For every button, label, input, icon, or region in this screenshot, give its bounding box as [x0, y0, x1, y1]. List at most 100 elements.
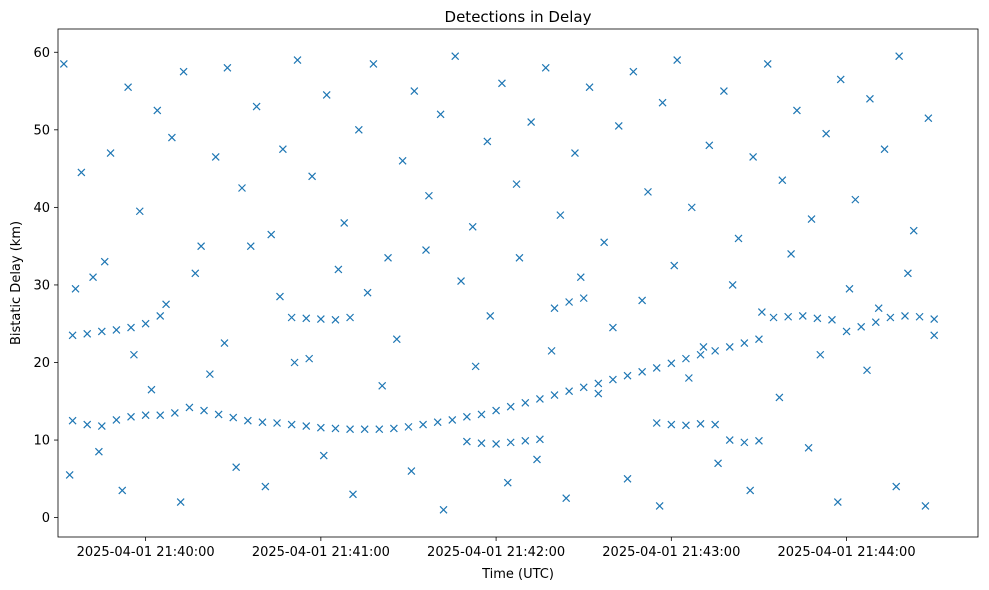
- data-point-marker: [652, 419, 661, 427]
- data-point-marker: [816, 350, 825, 359]
- data-point-marker: [755, 335, 763, 344]
- data-point-marker: [112, 415, 121, 424]
- y-tick-label: 30: [33, 278, 50, 293]
- data-point-marker: [895, 52, 904, 61]
- data-point-marker: [857, 322, 866, 331]
- data-point-marker: [828, 315, 836, 324]
- data-point-marker: [308, 172, 317, 181]
- y-tick-label: 0: [42, 511, 50, 526]
- x-tick-label: 2025-04-01 21:43:00: [602, 545, 740, 560]
- data-point-marker: [462, 412, 471, 421]
- data-point-marker: [392, 335, 401, 344]
- x-tick-label: 2025-04-01 21:41:00: [252, 545, 390, 560]
- data-point-marker: [205, 370, 214, 379]
- data-point-marker: [687, 203, 696, 212]
- data-point-marker: [273, 419, 281, 427]
- data-point-marker: [506, 402, 515, 411]
- data-point-marker: [533, 455, 541, 464]
- data-point-marker: [740, 339, 749, 348]
- data-point-marker: [711, 420, 720, 429]
- data-point-marker: [623, 371, 632, 380]
- y-axis-title: Bistatic Delay (km): [9, 221, 24, 345]
- data-point-marker: [784, 312, 793, 321]
- data-point-marker: [798, 312, 807, 320]
- data-point-marker: [100, 257, 109, 266]
- data-point-marker: [97, 327, 106, 336]
- data-point-marker: [667, 359, 676, 368]
- data-point-marker: [608, 323, 617, 332]
- data-point-marker: [924, 114, 933, 123]
- data-point-marker: [515, 253, 524, 262]
- data-point-marker: [655, 502, 664, 510]
- data-point-marker: [696, 419, 705, 428]
- data-point-marker: [322, 90, 331, 99]
- data-point-marker: [340, 218, 349, 227]
- data-point-marker: [813, 314, 822, 323]
- data-point-marker: [579, 294, 588, 303]
- data-point-marker: [68, 331, 77, 340]
- data-point-marker: [316, 315, 325, 323]
- data-point-marker: [457, 277, 465, 285]
- data-point-marker: [638, 296, 647, 305]
- data-point-marker: [550, 391, 559, 399]
- data-point-marker: [851, 195, 860, 204]
- data-point-marker: [571, 149, 579, 158]
- data-point-marker: [346, 425, 354, 434]
- data-point-marker: [232, 463, 241, 472]
- data-point-marker: [141, 411, 150, 420]
- data-point-marker: [384, 253, 392, 262]
- data-point-marker: [778, 176, 787, 185]
- x-tick-label: 2025-04-01 21:42:00: [427, 545, 565, 560]
- data-point-marker: [223, 63, 232, 72]
- data-point-marker: [901, 312, 909, 320]
- data-point-marker: [684, 374, 693, 382]
- data-point-marker: [436, 110, 445, 119]
- data-point-marker: [682, 354, 690, 363]
- data-point-marker: [197, 242, 206, 251]
- data-point-marker: [124, 83, 133, 92]
- data-point-marker: [229, 413, 238, 422]
- data-point-marker: [556, 211, 565, 220]
- data-point-marker: [246, 242, 255, 251]
- data-point-marker: [915, 312, 924, 321]
- data-point-marker: [331, 315, 340, 324]
- data-point-marker: [921, 502, 930, 510]
- data-point-marker: [424, 191, 433, 200]
- data-point-marker: [65, 471, 74, 479]
- data-point-marker: [156, 411, 165, 420]
- data-point-marker: [740, 438, 749, 447]
- data-point-marker: [886, 313, 895, 322]
- data-point-marker: [191, 269, 200, 278]
- data-point-marker: [652, 364, 661, 372]
- data-point-marker: [629, 67, 638, 76]
- data-point-marker: [422, 246, 430, 254]
- data-point-marker: [354, 125, 363, 134]
- data-point-marker: [141, 319, 150, 328]
- data-point-marker: [477, 439, 486, 448]
- data-point-marker: [106, 149, 115, 158]
- data-point-marker: [349, 490, 357, 499]
- data-point-marker: [579, 383, 588, 392]
- x-axis-title: Time (UTC): [481, 567, 554, 582]
- data-point-marker: [682, 421, 690, 430]
- data-point-marker: [667, 420, 676, 429]
- data-point-marker: [541, 63, 550, 72]
- data-point-marker: [433, 418, 442, 427]
- data-point-marker: [278, 145, 287, 154]
- data-point-marker: [521, 436, 530, 445]
- data-point-marker: [369, 59, 378, 68]
- data-point-marker: [167, 133, 176, 142]
- data-point-marker: [705, 141, 714, 150]
- data-point-marker: [725, 343, 734, 351]
- data-point-marker: [334, 265, 343, 274]
- data-point-marker: [594, 379, 603, 388]
- data-point-marker: [623, 474, 632, 483]
- data-point-marker: [398, 156, 407, 165]
- data-point-marker: [276, 292, 284, 301]
- data-point-marker: [503, 478, 512, 487]
- data-point-marker: [404, 422, 413, 431]
- data-point-marker: [378, 381, 387, 390]
- data-point-marker: [83, 329, 92, 338]
- data-point-marker: [699, 343, 708, 351]
